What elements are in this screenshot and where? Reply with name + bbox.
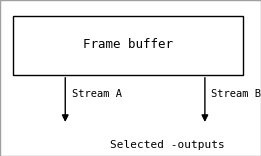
Text: Frame buffer: Frame buffer xyxy=(83,38,173,51)
Text: Selected -outputs: Selected -outputs xyxy=(110,140,224,150)
Text: Stream A: Stream A xyxy=(72,89,122,99)
Text: Stream B: Stream B xyxy=(211,89,261,99)
Bar xyxy=(13,16,243,75)
